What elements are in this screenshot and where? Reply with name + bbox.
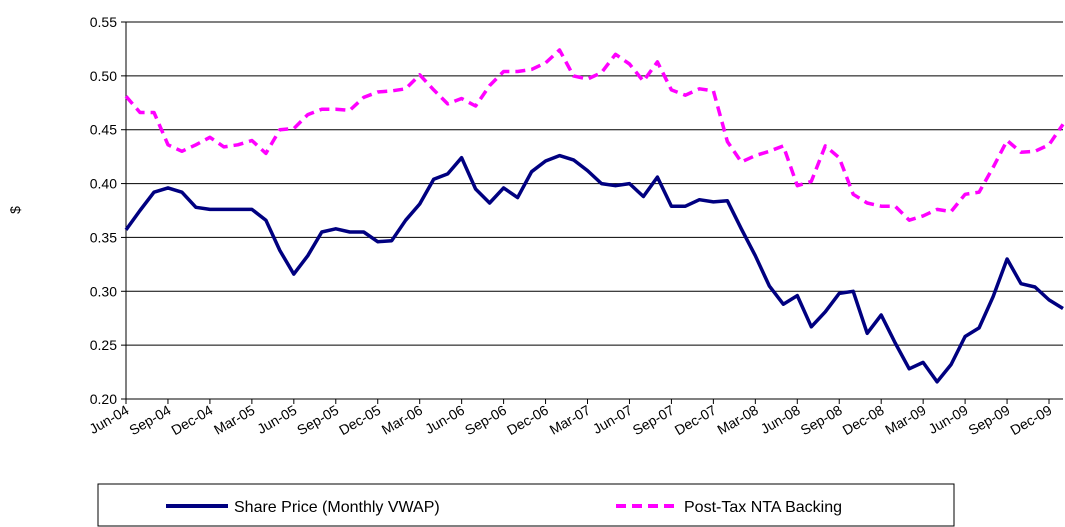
x-tick-label: Jun-09 <box>926 402 971 437</box>
x-tick-label: Sep-08 <box>798 402 845 439</box>
x-tick-label: Dec-07 <box>672 402 719 439</box>
y-tick-label: 0.55 <box>90 14 117 30</box>
y-tick-label: 0.35 <box>90 229 117 245</box>
x-tick-label: Sep-07 <box>630 402 677 439</box>
x-tick-label: Dec-08 <box>840 402 887 439</box>
y-tick-label: 0.30 <box>90 283 117 299</box>
legend-box <box>97 483 955 527</box>
x-tick-label: Sep-05 <box>294 402 341 439</box>
x-tick-label: Dec-05 <box>336 402 383 439</box>
x-tick-label: Mar-09 <box>882 402 929 438</box>
x-tick-label: Sep-09 <box>965 402 1012 439</box>
x-tick-label: Sep-04 <box>126 402 173 439</box>
y-tick-label: 0.40 <box>90 176 117 192</box>
x-tick-label: Mar-05 <box>211 402 258 438</box>
legend: Share Price (Monthly VWAP) Post-Tax NTA B… <box>97 483 955 527</box>
x-tick-label: Jun-06 <box>422 402 467 437</box>
y-axis-label: $ <box>7 206 23 214</box>
y-tick-label: 0.45 <box>90 122 117 138</box>
x-tick-label: Jun-07 <box>590 402 635 437</box>
x-tick-label: Jun-05 <box>254 402 299 437</box>
line-series <box>124 48 1065 222</box>
legend-label: Post-Tax NTA Backing <box>684 499 842 516</box>
x-tick-label: Sep-06 <box>462 402 509 439</box>
y-tick-label: 0.20 <box>90 391 117 407</box>
x-tick-label: Mar-06 <box>379 402 426 438</box>
x-tick-label: Jun-08 <box>758 402 803 437</box>
x-tick-label: Dec-06 <box>504 402 551 439</box>
legend-label: Share Price (Monthly VWAP) <box>234 499 440 516</box>
x-tick-label: Dec-09 <box>1007 402 1054 439</box>
x-tick-label: Mar-07 <box>547 402 594 438</box>
y-tick-label: 0.50 <box>90 68 117 84</box>
line-series <box>124 153 1064 384</box>
y-tick-label: 0.25 <box>90 337 117 353</box>
x-tick-label: Dec-04 <box>168 402 215 439</box>
x-tick-label: Mar-08 <box>714 402 761 438</box>
